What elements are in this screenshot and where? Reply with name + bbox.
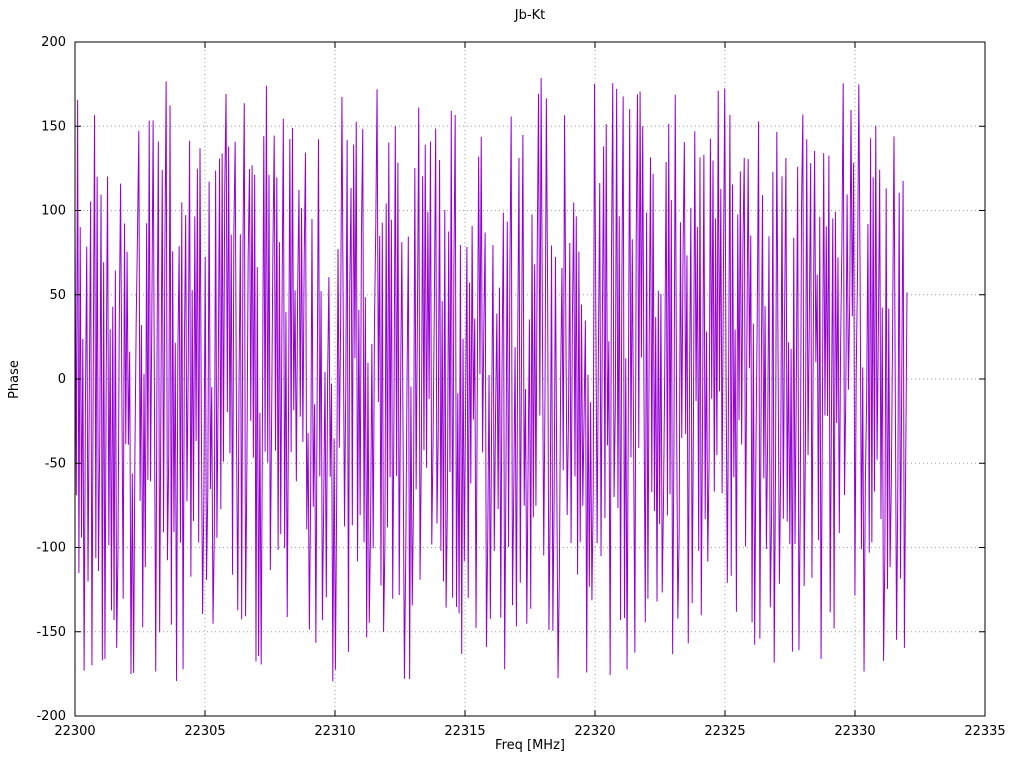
tick-label: 22320 [574,724,615,739]
tick-label: -50 [45,456,66,471]
tick-label: 22305 [184,724,225,739]
tick-label: 200 [41,35,66,50]
tick-label: 0 [58,372,66,387]
tick-label: 22325 [704,724,745,739]
tick-label: 22300 [54,724,95,739]
tick-label: 22335 [964,724,1005,739]
tick-label: 50 [49,288,66,303]
tick-label: -150 [36,625,66,640]
tick-label: -100 [36,541,66,556]
tick-label: 22330 [834,724,875,739]
tick-label: 150 [41,119,66,134]
tick-label: 22310 [314,724,355,739]
phase-series-line [74,78,908,682]
tick-label: 100 [41,204,66,219]
chart-title: Jb-Kt [514,8,546,23]
x-axis-label: Freq [MHz] [495,738,565,753]
tick-label: 22315 [444,724,485,739]
tick-label: -200 [36,709,66,724]
